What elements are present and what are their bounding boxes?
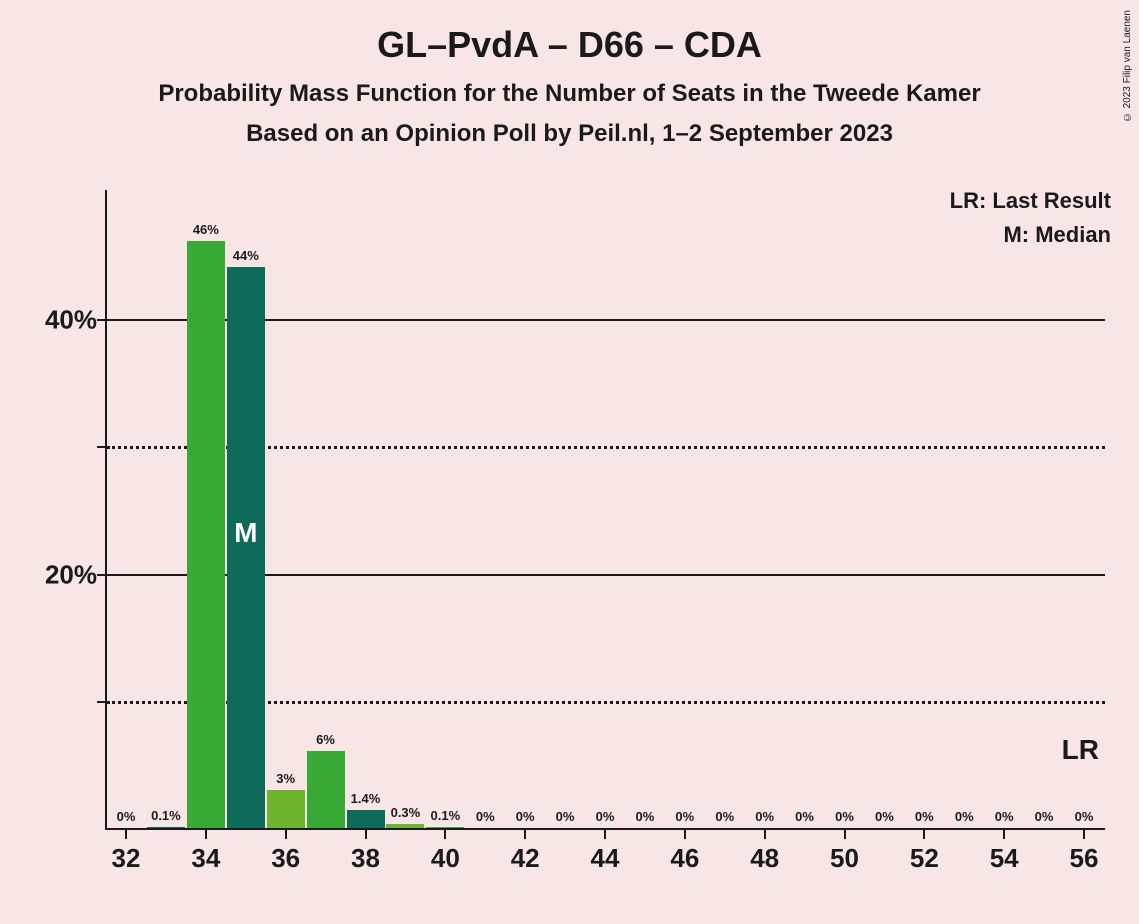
bar xyxy=(267,790,305,828)
bar-value-label: 1.4% xyxy=(351,791,381,806)
bar-value-label: 0% xyxy=(955,809,974,824)
bar-value-label: 3% xyxy=(276,771,295,786)
y-tick xyxy=(97,446,105,448)
chart-plot-area: 20%40%323436384042444648505254560%0.1%46… xyxy=(105,190,1105,830)
y-axis xyxy=(105,190,107,830)
chart-subtitle: Probability Mass Function for the Number… xyxy=(0,80,1139,108)
bar-value-label: 0% xyxy=(516,809,535,824)
bar-value-label: 0% xyxy=(915,809,934,824)
bar-value-label: 0% xyxy=(995,809,1014,824)
bar-value-label: 0% xyxy=(1075,809,1094,824)
bar-value-label: 6% xyxy=(316,732,335,747)
bar-value-label: 44% xyxy=(233,248,259,263)
x-tick xyxy=(1003,830,1005,839)
x-tick xyxy=(444,830,446,839)
x-axis-tick-label: 56 xyxy=(1070,843,1099,874)
x-tick xyxy=(684,830,686,839)
bar-value-label: 0% xyxy=(755,809,774,824)
x-axis-tick-label: 54 xyxy=(990,843,1019,874)
x-tick xyxy=(764,830,766,839)
bar-value-label: 0.3% xyxy=(391,805,421,820)
median-marker: M xyxy=(234,517,257,549)
x-axis-tick-label: 42 xyxy=(511,843,540,874)
x-tick xyxy=(205,830,207,839)
bar xyxy=(347,810,385,828)
x-axis-tick-label: 36 xyxy=(271,843,300,874)
bar-value-label: 0% xyxy=(795,809,814,824)
x-tick xyxy=(923,830,925,839)
x-axis-tick-label: 50 xyxy=(830,843,859,874)
chart-subtitle-2: Based on an Opinion Poll by Peil.nl, 1–2… xyxy=(0,120,1139,148)
bar-value-label: 46% xyxy=(193,222,219,237)
bar-value-label: 0% xyxy=(596,809,615,824)
bar-value-label: 0.1% xyxy=(151,808,181,823)
x-axis-tick-label: 46 xyxy=(670,843,699,874)
y-tick xyxy=(97,319,105,321)
x-axis-tick-label: 52 xyxy=(910,843,939,874)
y-axis-tick-label: 20% xyxy=(37,559,97,590)
bar xyxy=(187,241,225,828)
x-axis-tick-label: 40 xyxy=(431,843,460,874)
y-tick xyxy=(97,701,105,703)
x-axis-tick-label: 44 xyxy=(591,843,620,874)
copyright-label: © 2023 Filip van Laenen xyxy=(1122,10,1133,122)
last-result-marker: LR xyxy=(1062,734,1099,766)
bar-value-label: 0% xyxy=(675,809,694,824)
bar-value-label: 0% xyxy=(1035,809,1054,824)
chart-title: GL–PvdA – D66 – CDA xyxy=(0,0,1139,66)
y-axis-tick-label: 40% xyxy=(37,304,97,335)
bar xyxy=(307,751,345,828)
bar-value-label: 0% xyxy=(875,809,894,824)
bar xyxy=(386,824,424,828)
x-axis-tick-label: 48 xyxy=(750,843,779,874)
x-tick xyxy=(365,830,367,839)
bar-value-label: 0% xyxy=(476,809,495,824)
bar-value-label: 0% xyxy=(835,809,854,824)
x-tick xyxy=(125,830,127,839)
x-axis-tick-label: 38 xyxy=(351,843,380,874)
bar-value-label: 0.1% xyxy=(431,808,461,823)
bar-value-label: 0% xyxy=(636,809,655,824)
x-axis-tick-label: 34 xyxy=(191,843,220,874)
x-axis-tick-label: 32 xyxy=(112,843,141,874)
bar-value-label: 0% xyxy=(556,809,575,824)
x-tick xyxy=(844,830,846,839)
x-tick xyxy=(285,830,287,839)
x-tick xyxy=(524,830,526,839)
bar xyxy=(426,827,464,828)
y-tick xyxy=(97,574,105,576)
x-tick xyxy=(1083,830,1085,839)
bar xyxy=(147,827,185,828)
x-tick xyxy=(604,830,606,839)
bar-value-label: 0% xyxy=(117,809,136,824)
bar-value-label: 0% xyxy=(715,809,734,824)
